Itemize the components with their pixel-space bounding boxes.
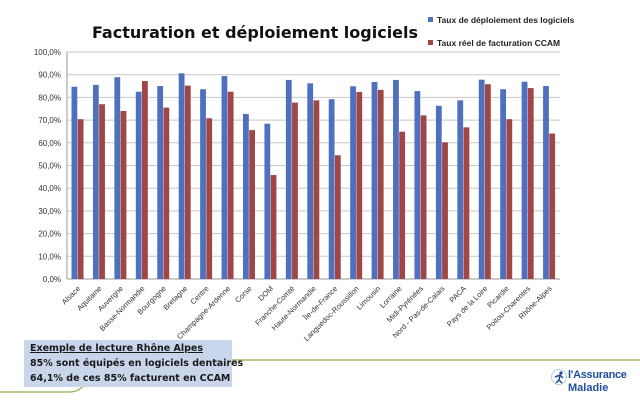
bar-billing — [506, 119, 513, 279]
legend-marker-deployment — [428, 17, 433, 22]
bar-deployment — [221, 76, 228, 279]
bar-billing — [549, 133, 556, 279]
bar-billing — [527, 88, 534, 279]
x-tick-label: Corse — [233, 284, 254, 305]
y-tick-label: 100,0% — [34, 48, 61, 57]
y-tick-label: 60,0% — [38, 139, 61, 148]
bar-deployment — [371, 81, 378, 280]
bar-deployment — [521, 81, 528, 279]
bar-billing — [334, 155, 341, 279]
chart-title: Facturation et déploiement logiciels — [92, 23, 418, 42]
logo-text-line2: Maladie — [568, 382, 609, 394]
logo-figure-icon — [551, 369, 567, 385]
bar-billing — [377, 89, 384, 279]
y-tick-label: 20,0% — [38, 230, 61, 239]
bar-deployment — [435, 105, 442, 279]
bar-billing — [484, 84, 491, 279]
bar-deployment — [114, 77, 121, 280]
bars — [71, 73, 556, 280]
legend: Taux de déploiement des logiciels Taux r… — [428, 15, 575, 48]
assurance-maladie-logo: l'Assurance Maladie — [548, 365, 638, 401]
y-tick-label: 10,0% — [38, 252, 61, 261]
bar-deployment — [71, 86, 78, 279]
bar-deployment — [457, 100, 464, 279]
y-tick-label: 50,0% — [38, 162, 61, 171]
bar-billing — [270, 175, 277, 279]
bar-deployment — [200, 89, 206, 279]
bar-billing — [399, 131, 406, 279]
bar-deployment — [350, 86, 356, 279]
bar-billing — [249, 130, 255, 279]
bar-billing — [99, 104, 105, 280]
bar-billing — [77, 119, 84, 279]
y-tick-label: 70,0% — [38, 116, 61, 125]
x-tick-label: Limousin — [355, 284, 383, 312]
bar-deployment — [414, 91, 421, 279]
bar-billing — [463, 127, 470, 279]
y-tick-label: 40,0% — [38, 184, 61, 193]
bar-deployment — [328, 99, 335, 279]
bar-billing — [227, 91, 234, 279]
reading-example-line1: 85% sont équipés en logiciels dentaires — [30, 358, 244, 369]
bar-billing — [142, 81, 148, 279]
y-tick-label: 90,0% — [38, 71, 61, 80]
bar-billing — [163, 107, 170, 280]
bar-billing — [120, 111, 127, 280]
bar-deployment — [92, 84, 99, 279]
reading-example-title: Exemple de lecture Rhône Alpes — [30, 343, 204, 354]
bar-deployment — [157, 86, 164, 279]
bar-deployment — [307, 83, 314, 280]
bar-billing — [184, 85, 191, 279]
bar-deployment — [178, 73, 185, 279]
logo-text-line1: l'Assurance — [568, 369, 627, 381]
y-tick-label: 0,0% — [43, 275, 61, 284]
bar-billing — [206, 118, 213, 279]
y-tick-label: 80,0% — [38, 93, 61, 102]
bar-billing — [442, 142, 448, 279]
bar-billing — [292, 102, 298, 279]
bar-deployment — [242, 113, 249, 279]
x-tick-label: DOM — [256, 284, 275, 303]
bar-deployment — [500, 89, 507, 279]
bar-deployment — [135, 91, 142, 279]
bar-deployment — [393, 79, 399, 280]
legend-label-billing: Taux réel de facturation CCAM — [437, 38, 560, 48]
legend-label-deployment: Taux de déploiement des logiciels — [437, 15, 575, 25]
bar-deployment — [285, 79, 292, 280]
y-axis: 0,0% 10,0% 20,0% 30,0% 40,0% 50,0% 60,0% 70,0% 8… — [34, 48, 61, 284]
x-axis: AlsaceAquitaineAuvergneBasse-NormandieBo… — [60, 284, 554, 343]
bar-billing — [356, 91, 363, 280]
bar-deployment — [543, 86, 549, 279]
bar-deployment — [264, 123, 271, 280]
reading-example-box: Exemple de lecture Rhône Alpes 85% sont … — [24, 340, 244, 387]
legend-marker-billing — [428, 40, 433, 45]
y-tick-label: 30,0% — [38, 207, 61, 216]
bar-billing — [313, 100, 320, 279]
reading-example-line2: 64,1% de ces 85% facturent en CCAM — [30, 373, 231, 384]
bar-billing — [420, 115, 427, 279]
bar-deployment — [478, 79, 485, 279]
